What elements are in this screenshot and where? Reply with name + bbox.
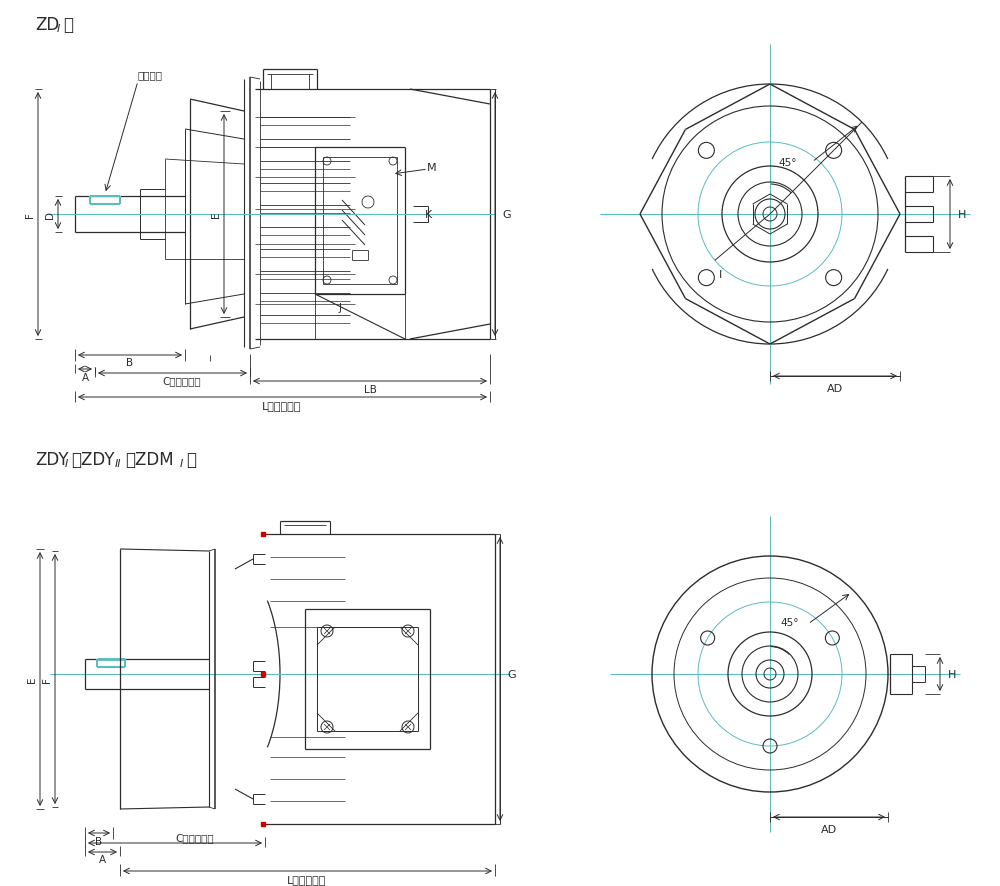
Text: ZD: ZD [35, 16, 59, 34]
Text: 45°: 45° [778, 158, 796, 167]
Text: C（工作时）: C（工作时） [163, 376, 201, 385]
Text: A: A [81, 373, 89, 383]
Text: L（工作时）: L（工作时） [262, 400, 302, 410]
Text: 45°: 45° [780, 618, 798, 627]
Text: I: I [718, 269, 722, 280]
Text: D: D [45, 211, 55, 219]
Text: M: M [427, 163, 437, 173]
Text: F: F [25, 212, 35, 218]
Text: 型: 型 [63, 16, 73, 34]
Text: H: H [958, 210, 966, 220]
Text: B: B [95, 836, 103, 846]
Text: LB: LB [364, 385, 376, 394]
Text: C（工作时）: C（工作时） [176, 832, 214, 842]
Text: H: H [948, 669, 956, 680]
Text: F: F [42, 676, 52, 682]
Text: L（工作时）: L（工作时） [287, 874, 327, 884]
Text: 轴伸花键: 轴伸花键 [138, 70, 163, 80]
Text: I: I [180, 458, 183, 469]
Text: E: E [27, 676, 37, 682]
Text: 型: 型 [186, 450, 196, 469]
Text: J: J [339, 303, 342, 313]
Text: AD: AD [821, 824, 837, 834]
Text: B: B [126, 358, 134, 368]
Text: A: A [98, 854, 106, 864]
Text: II: II [115, 458, 122, 469]
Text: K: K [425, 210, 432, 220]
Text: AD: AD [827, 384, 843, 393]
Text: G: G [507, 669, 516, 680]
Text: G: G [502, 210, 511, 220]
Text: I: I [65, 458, 68, 469]
Text: 、ZDY: 、ZDY [71, 450, 115, 469]
Text: ZDY: ZDY [35, 450, 69, 469]
Text: 、ZDM: 、ZDM [125, 450, 174, 469]
Text: I: I [57, 24, 60, 34]
Text: E: E [211, 212, 221, 218]
